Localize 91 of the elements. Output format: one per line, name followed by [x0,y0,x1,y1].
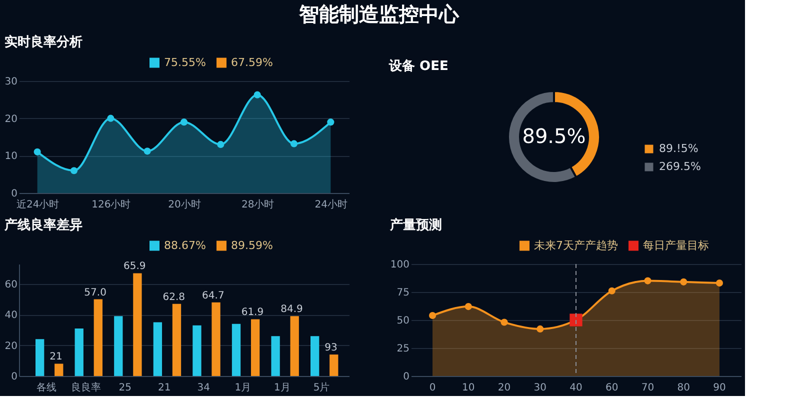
x-tick-label: 90 [713,382,726,394]
legend-label: 89.59% [231,238,273,252]
x-tick-label: 1月 [274,382,290,394]
bar [133,273,142,376]
bar [54,364,64,376]
chart-title: 设备 OEE [388,59,448,74]
y-tick-label: 60 [4,279,18,290]
x-tick-label: 20 [498,382,511,394]
point [716,280,724,287]
x-tick-label: 126小时 [92,198,131,210]
x-tick-label: 良良率 [70,382,101,394]
point [327,118,334,126]
x-tick-label: 25 [118,382,132,394]
bar [212,302,220,376]
y-tick-label: 30 [4,76,18,88]
x-tick-label: 30 [534,382,546,394]
legend-label: 88.67% [164,238,206,252]
x-tick-label: 70 [641,382,654,394]
annotation: 57.0 [84,287,106,298]
x-tick-label: 28小时 [241,198,274,210]
annotation: 65.9 [123,261,146,272]
x-tick-label: 近24小时 [16,198,60,210]
bar [36,339,44,376]
bar [114,316,123,376]
point [180,118,188,126]
x-tick-label: 20小时 [168,198,201,210]
y-tick-label: 50 [396,316,410,326]
x-tick-label: 24小时 [314,198,348,210]
point [107,114,114,122]
point [290,140,298,148]
bar [290,316,299,376]
point [644,277,652,284]
point [680,278,688,286]
annotation: 64.7 [202,290,224,302]
bar [330,354,338,376]
y-tick-label: 40 [4,310,18,322]
bar [250,319,260,376]
legend-label: 未来7天产产趋势 [534,238,618,252]
point [570,314,582,326]
y-tick-label: 25 [396,344,410,354]
y-tick-label: 0 [11,188,18,200]
x-tick-label: 40 [570,382,582,394]
x-tick-label: 60 [606,382,618,394]
text: 智能制造监控中心 [298,2,460,26]
y-tick-label: 20 [4,340,18,352]
bar [310,336,320,376]
x-tick-label: 10 [462,382,475,394]
chart-title: 实时良率分析 [4,34,82,50]
point [34,148,41,156]
chart-title: 产量预测 [388,217,442,233]
point [428,312,436,320]
point [217,140,224,148]
legend-label: 269.5% [659,160,701,173]
x-tick-label: 34 [197,382,210,394]
x-tick-label: 21 [158,382,171,394]
chart-title: 产线良率差异 [3,217,82,233]
bar [172,304,182,376]
point [70,167,78,174]
annotation: 93 [324,342,338,354]
legend-label: 每日产量目标 [643,238,709,252]
point [536,325,544,332]
y-tick-label: 75 [396,288,410,298]
point [464,303,472,310]
x-tick-label: 5片 [313,382,330,394]
bar [232,324,241,376]
x-tick-label: 各线 [36,382,56,394]
legend-label: 89.!5% [659,142,698,155]
legend-label: 75.55% [164,56,206,69]
y-tick-label: 10 [4,151,18,162]
bar [153,322,162,376]
bar [94,299,102,376]
annotation: 84.9 [280,304,303,316]
x-tick-label: 1月 [234,382,252,394]
text: 89.5% [522,124,586,148]
point [608,287,616,294]
y-tick-label: 0 [11,372,18,382]
y-tick-label: 20 [4,114,18,125]
y-tick-label: 0 [403,372,410,382]
annotation: 21 [50,352,62,363]
bar [271,336,280,376]
legend-label: 67.59% [231,56,273,69]
x-tick-label: 0 [429,382,436,394]
point [500,318,508,326]
point [144,148,151,155]
annotation: 62.8 [162,292,186,303]
y-tick-label: 100 [390,260,410,270]
x-tick-label: 80 [677,382,690,394]
bar [192,325,202,376]
annotation: 61.9 [241,307,264,318]
bar [74,328,84,376]
point [254,91,261,98]
